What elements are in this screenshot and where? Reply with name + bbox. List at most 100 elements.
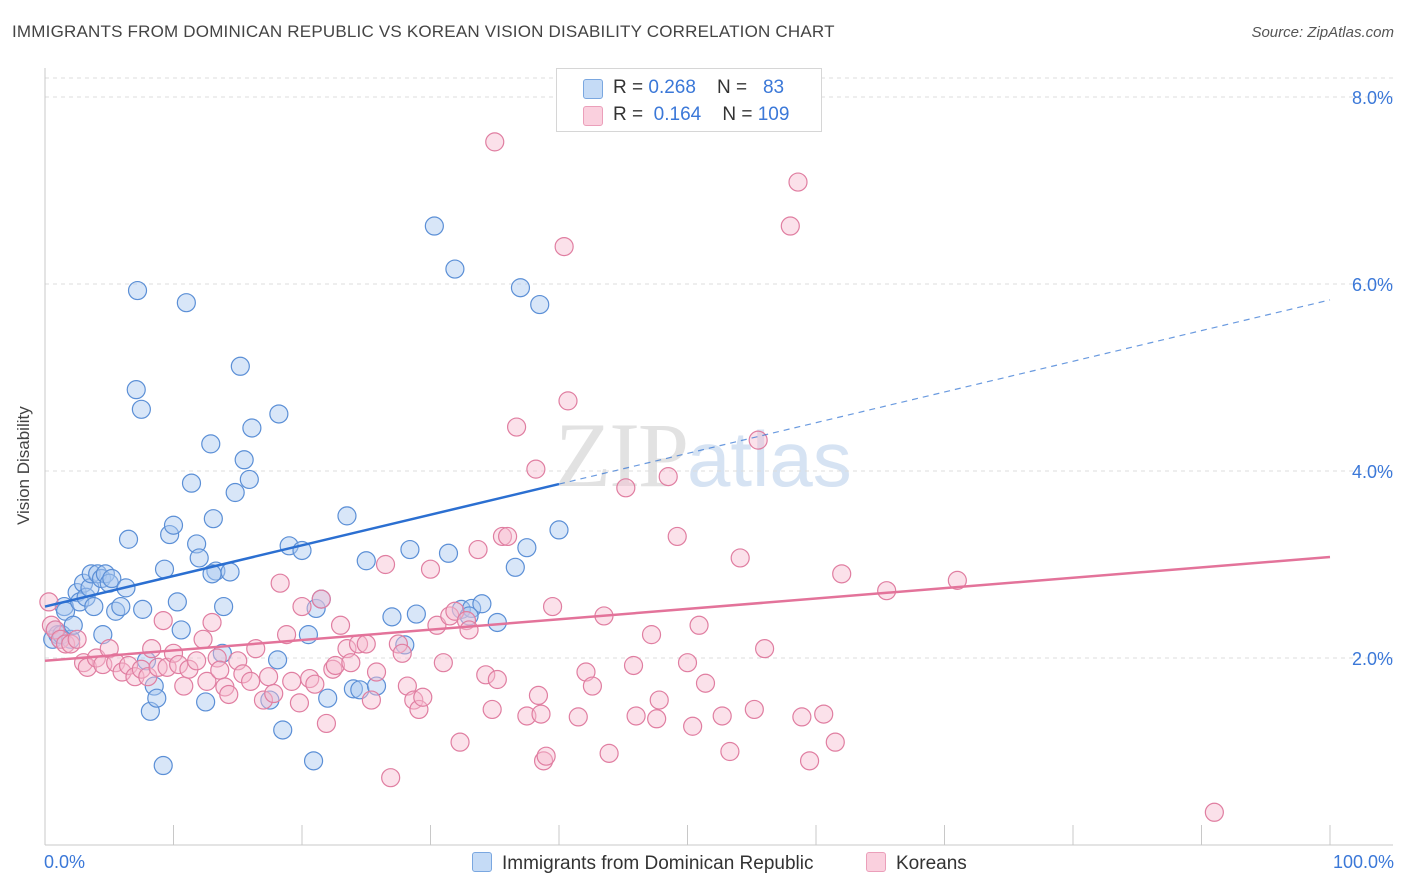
x-tick-label-max: 100.0% (1332, 852, 1394, 872)
korean-point (506, 417, 527, 437)
korean-point (292, 596, 312, 617)
korean-point (576, 662, 596, 682)
korean-point (485, 132, 505, 152)
dominican-point (202, 564, 222, 584)
dominican-point (472, 594, 492, 614)
korean-point (825, 732, 845, 752)
korean-point (730, 548, 750, 568)
korean-point (712, 706, 732, 726)
dominican-point (424, 216, 444, 236)
dominican-point (189, 548, 209, 568)
correlation-legend: R = 0.268 N = 83 R = 0.164 N = 109 (556, 68, 822, 132)
dominican-point (303, 751, 324, 771)
korean-point (683, 716, 703, 736)
korean-point (420, 559, 441, 579)
korean-point (695, 673, 716, 693)
dominican-point (133, 599, 153, 619)
korean-point (554, 237, 574, 257)
dominican-point (337, 506, 357, 526)
korean-point (207, 648, 227, 668)
korean-point (409, 699, 429, 720)
dominican-point (318, 688, 338, 708)
bottom-legend-koreans: Koreans (866, 852, 967, 875)
x-tick-label-min: 0.0% (44, 852, 86, 872)
dominican-point (167, 592, 187, 612)
korean-point (330, 615, 351, 635)
dominican-point (510, 278, 531, 298)
dominican-point (356, 551, 376, 571)
dominican-point (273, 720, 293, 740)
dominican-point (225, 482, 245, 503)
trend-line-dominican (44, 482, 560, 608)
dominican-point (181, 473, 202, 493)
korean-point (174, 676, 194, 696)
bottom-legend-dominican: Immigrants from Dominican Republic (472, 852, 814, 875)
korean-point (468, 539, 488, 560)
korean-point (153, 610, 173, 631)
korean-point (947, 570, 967, 590)
dominican-point (234, 450, 254, 470)
korean-point (482, 699, 502, 720)
korean-point (476, 665, 496, 685)
dominican-point (220, 562, 240, 582)
korean-point (720, 741, 740, 762)
dominican-point (203, 509, 223, 529)
korean-point (517, 706, 537, 726)
dominican-point (201, 434, 221, 454)
dominican-point (530, 294, 550, 315)
korean-point (282, 671, 302, 691)
korean-point (39, 592, 59, 612)
dominican-point (267, 650, 288, 670)
dominican-point (163, 515, 184, 535)
series-koreans (39, 132, 1224, 822)
korean-point (325, 655, 346, 676)
bottom-legend-label-dominican: Immigrants from Dominican Republic (502, 853, 814, 874)
korean-point (45, 620, 65, 640)
legend-r-koreans: 0.164 (653, 104, 702, 125)
korean-point (270, 573, 290, 593)
y-tick-label: 8.0% (1352, 88, 1393, 108)
korean-point (616, 478, 636, 498)
korean-point (528, 685, 549, 706)
korean-point (748, 430, 768, 450)
legend-r-dominican: 0.268 (648, 77, 696, 98)
korean-point (375, 554, 396, 575)
korean-point (641, 625, 662, 645)
dominican-point (153, 755, 173, 776)
legend-n-koreans: 109 (757, 104, 790, 125)
chart-title: IMMIGRANTS FROM DOMINICAN REPUBLIC VS KO… (12, 22, 835, 41)
korean-point (210, 660, 230, 680)
dominican-point (242, 418, 262, 438)
dominican-point (517, 538, 537, 558)
korean-point (542, 596, 563, 617)
korean-point (754, 639, 775, 659)
dominican-point (438, 543, 459, 563)
dominican-point (445, 259, 465, 279)
korean-point (487, 669, 507, 690)
korean-point (459, 620, 479, 640)
korean-point (498, 526, 518, 547)
korean-point (99, 639, 119, 659)
korean-point (264, 683, 284, 704)
korean-point (788, 172, 808, 192)
korean-point (193, 629, 213, 649)
bottom-legend-label-koreans: Koreans (896, 853, 967, 874)
dominican-point (239, 469, 259, 490)
watermark-zip: ZIP (555, 404, 689, 506)
korean-point (258, 667, 279, 687)
korean-point (1204, 802, 1224, 822)
korean-point (311, 589, 331, 609)
korean-point (677, 653, 698, 673)
y-tick-label: 6.0% (1352, 275, 1393, 295)
dominican-point (84, 596, 104, 617)
dominican-point (382, 607, 402, 627)
korean-point (667, 526, 687, 547)
dominican-point (487, 612, 507, 633)
korean-point (492, 526, 513, 547)
korean-point (289, 693, 310, 713)
dominican-point (160, 524, 180, 545)
dominican-point (127, 280, 148, 301)
korean-point (832, 564, 852, 584)
dominican-point (187, 534, 207, 554)
korean-point (202, 612, 222, 633)
